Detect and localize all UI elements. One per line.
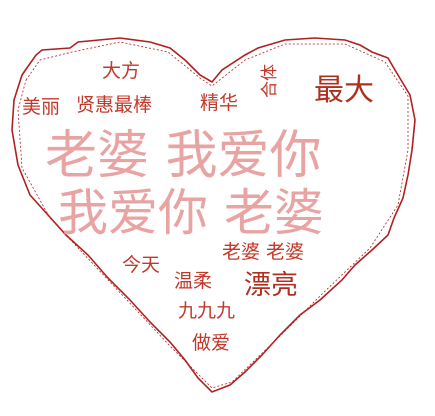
word-jintian: 今天 xyxy=(122,254,161,276)
word-zuoai: 做爱 xyxy=(192,332,231,354)
word-jinghua: 精华 xyxy=(200,92,239,114)
word-laopo-laopo: 老婆 老婆 xyxy=(222,241,305,263)
word-xianhui: 贤惠最棒 xyxy=(76,94,153,116)
word-laopo-woaini: 老婆 我爱你 xyxy=(45,126,322,186)
word-piaoliang: 漂亮 xyxy=(244,270,298,301)
word-zuida: 最大 xyxy=(314,73,374,108)
word-meili: 美丽 xyxy=(22,96,61,118)
word-woaini-laopo: 我爱你 老婆 xyxy=(58,184,324,242)
word-dafang: 大方 xyxy=(102,60,141,82)
word-heti: 合体 xyxy=(260,64,280,98)
word-wenrou: 温柔 xyxy=(174,270,213,292)
word-jiujiujiu: 九九九 xyxy=(178,300,236,322)
